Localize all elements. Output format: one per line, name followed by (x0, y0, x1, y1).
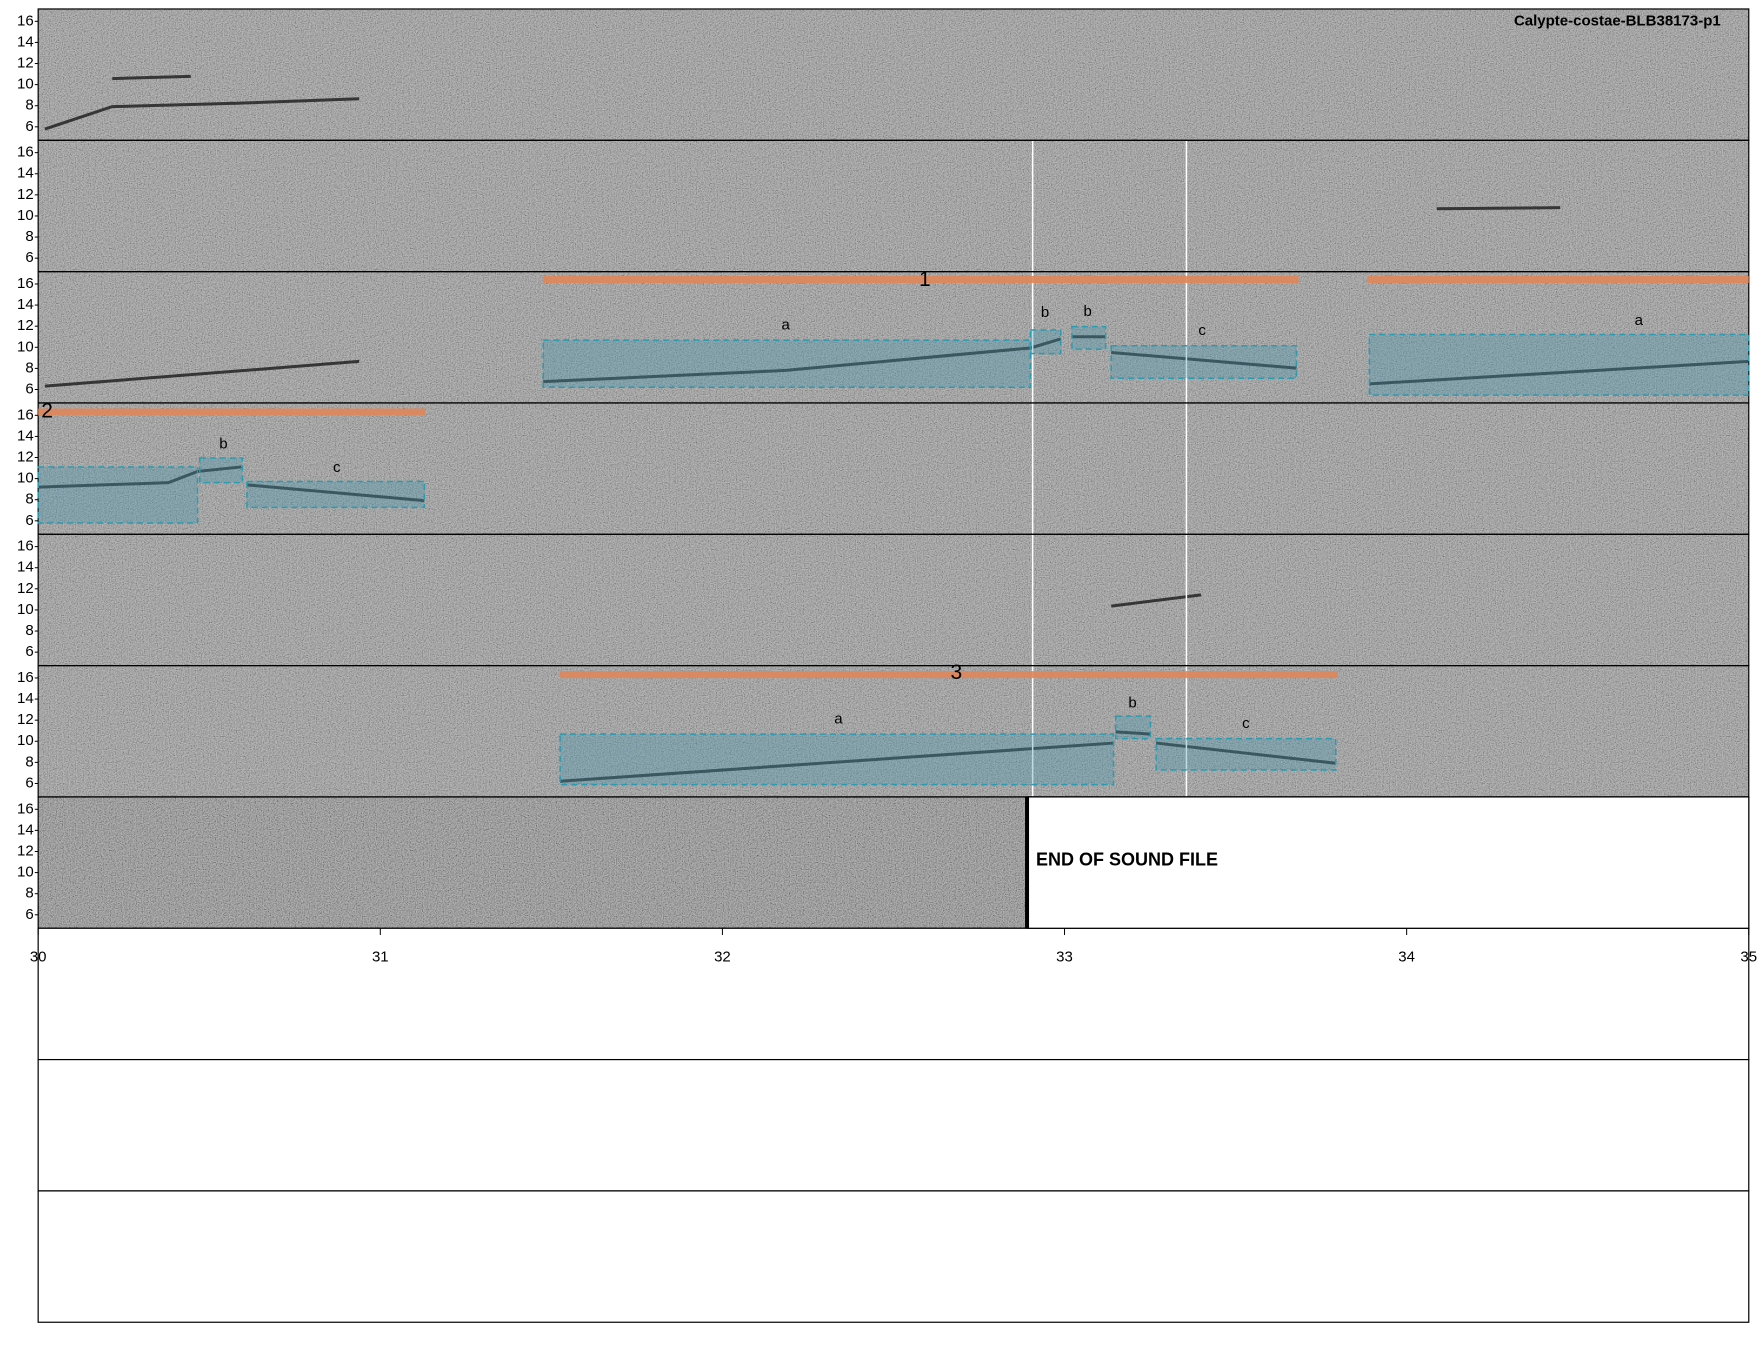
y-tick-label: 6 (25, 774, 33, 791)
y-tick-label: 14 (17, 821, 34, 838)
call-trace (559, 741, 1114, 783)
y-tick-label: 12 (17, 186, 34, 203)
call-trace (1369, 359, 1749, 386)
y-tick-label: 10 (17, 601, 34, 618)
y-tick-label: 6 (25, 643, 33, 660)
y-tick-label: 12 (17, 580, 34, 597)
y-tick-label: 10 (17, 864, 34, 881)
y-tick-label: 10 (17, 76, 34, 93)
syllable-box (1071, 325, 1107, 350)
syllable-box (246, 480, 426, 509)
panel-frame (37, 1058, 1750, 1192)
y-tick-label: 10 (17, 338, 34, 355)
end-note: END OF SOUND FILE (1036, 850, 1218, 870)
x-tick-label: 33 (1056, 948, 1073, 965)
y-tick-label: 16 (17, 538, 34, 555)
syllable-label: c (1198, 322, 1206, 339)
y-tick-label: 6 (25, 249, 33, 266)
syllable-label: b (219, 435, 227, 452)
syllable-box (1368, 333, 1750, 396)
y-tick-label: 8 (25, 885, 33, 902)
y-tick-label: 16 (17, 144, 34, 161)
y-tick-label: 12 (17, 317, 34, 334)
phrase-label: 2 (41, 399, 53, 422)
syllable-label: b (1083, 303, 1091, 320)
y-tick-label: 8 (25, 753, 33, 770)
y-tick-label: 8 (25, 359, 33, 376)
y-tick-label: 12 (17, 54, 34, 71)
y-tick-label: 6 (25, 512, 33, 529)
syllable-box (1155, 737, 1337, 771)
spectrogram-panel (38, 8, 1749, 141)
call-trace (38, 465, 242, 489)
y-tick-label: 14 (17, 165, 34, 182)
y-tick-label: 8 (25, 491, 33, 508)
y-tick-label: 6 (25, 118, 33, 135)
y-tick-label: 14 (17, 296, 34, 313)
y-tick-label: 8 (25, 622, 33, 639)
y-tick-label: 12 (17, 711, 34, 728)
y-tick-label: 16 (17, 406, 34, 423)
y-tick-label: 14 (17, 427, 34, 444)
y-tick-label: 10 (17, 470, 34, 487)
end-box (1026, 796, 1750, 929)
x-tick-label: 31 (372, 948, 389, 965)
y-tick-label: 12 (17, 842, 34, 859)
y-tick-label: 14 (17, 690, 34, 707)
syllable-box (1110, 344, 1298, 380)
call-trace (1111, 350, 1297, 370)
panel-frame (37, 927, 1750, 1061)
syllable-box (199, 457, 244, 484)
syllable-box (559, 733, 1115, 786)
x-tick-label: 34 (1398, 948, 1415, 965)
call-trace (246, 483, 425, 503)
x-tick-label: 32 (714, 948, 731, 965)
y-tick-label: 10 (17, 207, 34, 224)
call-trace (44, 97, 360, 131)
y-tick-label: 6 (25, 380, 33, 397)
call-trace (1115, 730, 1151, 736)
syllable-label: b (1128, 695, 1136, 712)
syllable-label: a (1635, 312, 1644, 329)
call-trace (543, 337, 1062, 384)
title: Calypte-costae-BLB38173-p1 (1514, 12, 1721, 29)
spectrogram-panel (38, 402, 1749, 535)
panel-frame (37, 1190, 1750, 1323)
y-tick-label: 16 (17, 800, 34, 817)
phrase-label: 3 (950, 661, 962, 684)
y-tick-label: 14 (17, 33, 34, 50)
y-tick-label: 14 (17, 559, 34, 576)
spectrogram-panel (38, 665, 1749, 797)
syllable-label: c (333, 459, 341, 476)
syllable-label: b (1041, 304, 1049, 321)
phrase-label: 1 (919, 268, 931, 291)
x-tick-label: 30 (30, 948, 47, 965)
syllable-box (1029, 329, 1062, 355)
spectrogram-panel (38, 796, 1028, 929)
spectrogram-panel (38, 271, 1749, 403)
call-trace (44, 359, 360, 388)
y-tick-label: 16 (17, 275, 34, 292)
x-tick-label: 35 (1740, 948, 1757, 965)
syllable-label: a (834, 710, 843, 727)
y-tick-label: 16 (17, 669, 34, 686)
y-tick-label: 6 (25, 906, 33, 923)
y-tick-label: 16 (17, 12, 34, 29)
syllable-box (37, 466, 199, 524)
syllable-label: c (1242, 715, 1250, 732)
call-trace (112, 74, 191, 81)
call-trace (1436, 206, 1561, 211)
syllable-box (542, 339, 1032, 388)
syllable-label: a (782, 316, 791, 333)
syllable-box (1114, 715, 1152, 740)
y-tick-label: 8 (25, 228, 33, 245)
y-tick-label: 8 (25, 97, 33, 114)
spectrogram-panel (38, 534, 1749, 666)
spectrogram-panel (38, 140, 1749, 272)
y-tick-label: 10 (17, 732, 34, 749)
y-tick-label: 12 (17, 448, 34, 465)
